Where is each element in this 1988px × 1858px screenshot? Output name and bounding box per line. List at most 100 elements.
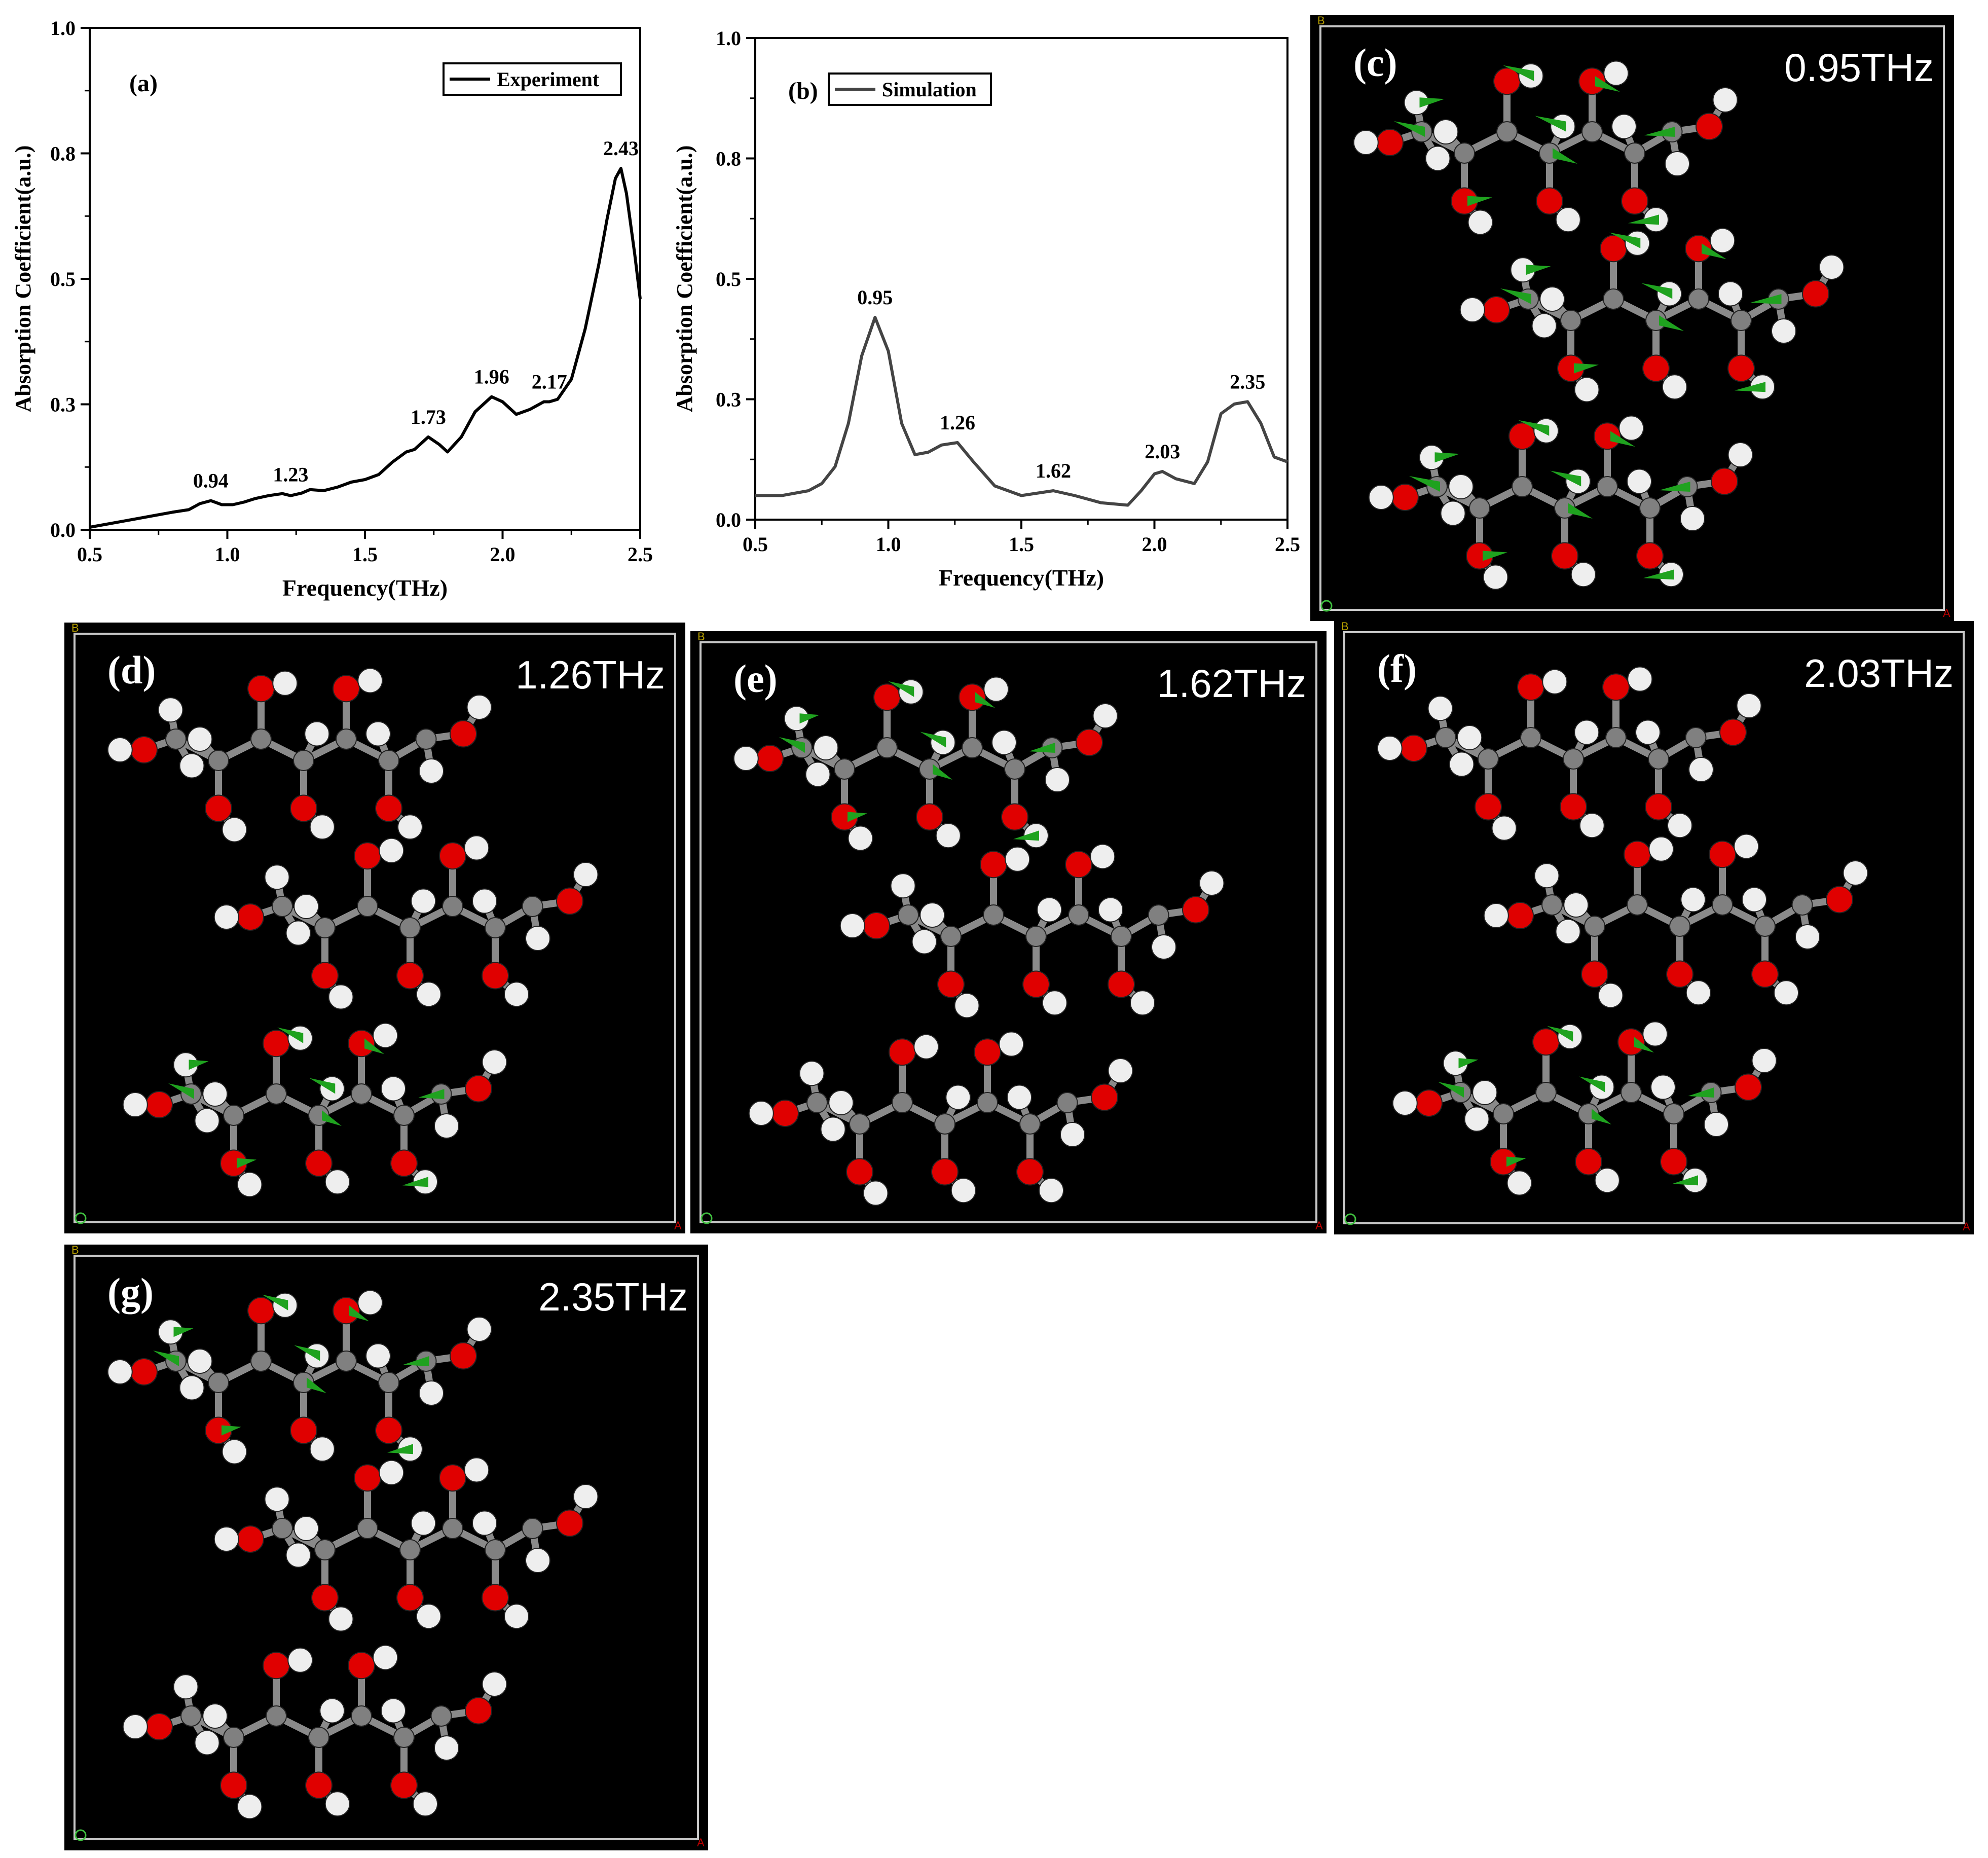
oxygen-atom [1022, 970, 1050, 998]
hydrogen-atom [222, 817, 247, 843]
oxygen-atom [889, 1038, 916, 1066]
hydrogen-atom [1819, 254, 1845, 280]
hydrogen-atom [328, 1606, 354, 1632]
carbon-atom [1584, 916, 1605, 937]
oxygen-atom [1391, 484, 1419, 511]
oxygen-atom [1621, 187, 1648, 215]
molecule-view-c: B A (c) 0.95THz [1317, 15, 1950, 620]
hydrogen-atom [293, 894, 319, 919]
hydrogen-atom [357, 668, 383, 694]
hydrogen-atom [381, 1698, 406, 1724]
oxygen-atom [1560, 793, 1587, 821]
displacement-vector-icon [1609, 232, 1641, 248]
hydrogen-atom [1665, 151, 1690, 176]
oxygen-atom [937, 970, 965, 998]
hydrogen-atom [733, 746, 759, 771]
hydrogen-atom [525, 1548, 550, 1573]
oxygen-atom [1506, 902, 1534, 929]
molecule-view-f: B A (f) 2.03THz [1341, 621, 1970, 1233]
hydrogen-atom [482, 1671, 507, 1697]
oxygen-atom [1727, 354, 1755, 382]
y-tick-label: 1.0 [50, 17, 76, 40]
oxygen-atom [1376, 129, 1404, 156]
hydrogen-atom [237, 1172, 263, 1197]
hydrogen-atom [1353, 130, 1379, 155]
x-tick-label: 1.5 [352, 543, 378, 566]
carbon-atom [834, 758, 855, 780]
panel-label: (d) [107, 648, 156, 692]
displacement-vector-icon [173, 1327, 194, 1337]
carbon-atom [806, 1092, 828, 1113]
carbon-atom [849, 1113, 870, 1135]
carbon-atom [250, 1351, 272, 1372]
panel-frame [1343, 631, 1965, 1224]
hydrogen-atom [863, 1180, 889, 1206]
displacement-vector-icon [1688, 1087, 1714, 1098]
oxygen-atom [290, 1416, 317, 1444]
displacement-vector-icon [1595, 76, 1620, 92]
displacement-vector-icon [1592, 1109, 1611, 1124]
oxygen-atom [465, 1697, 492, 1725]
hydrogen-atom [1005, 846, 1030, 872]
displacement-vector-icon [1434, 452, 1460, 463]
hydrogen-atom [1037, 897, 1062, 923]
oxygen-atom [130, 736, 158, 763]
oxygen-atom [1415, 1089, 1443, 1117]
vibration-panel-e: B A (e) 1.62THz [690, 631, 1327, 1233]
hydrogen-atom [357, 1290, 383, 1316]
displacement-vector-icon [307, 1377, 326, 1393]
hydrogen-atom [1060, 1122, 1085, 1147]
displacement-vector-icon [1610, 431, 1635, 447]
hydrogen-atom [1449, 751, 1475, 777]
hydrogen-atom [187, 726, 213, 752]
hydrogen-atom [1459, 297, 1485, 322]
oxygen-atom [1016, 1158, 1044, 1186]
hydrogen-atom [194, 1730, 220, 1756]
legend-box [443, 62, 622, 96]
hydrogen-atom [1045, 767, 1070, 792]
oxygen-atom [1532, 1028, 1560, 1056]
hydrogen-atom [464, 1457, 490, 1483]
hydrogen-atom [187, 1349, 213, 1374]
vibration-panel-f: B A (f) 2.03THz [1334, 621, 1974, 1234]
oxygen-atom [237, 1525, 264, 1553]
hydrogen-atom [1199, 870, 1225, 896]
oxygen-atom [145, 1713, 173, 1740]
carbon-atom [1535, 1082, 1557, 1103]
y-tick-label: 0.8 [50, 142, 76, 165]
hydrogen-atom [1685, 980, 1711, 1006]
displacement-vector-icon [1634, 1037, 1654, 1053]
carbon-atom [983, 904, 1004, 926]
panel-frame [73, 1255, 699, 1840]
hydrogen-atom [1680, 506, 1705, 531]
hydrogen-atom [1457, 725, 1483, 750]
carbon-atom [266, 1705, 287, 1727]
displacement-vector-icon [1458, 1058, 1479, 1069]
oxygen-atom [1826, 886, 1853, 914]
carbon-atom [165, 728, 187, 750]
carbon-atom [1754, 916, 1776, 937]
carbon-atom [442, 1518, 463, 1539]
oxygen-atom [980, 851, 1007, 879]
carbon-atom [485, 917, 506, 938]
oxygen-atom [130, 1358, 158, 1386]
carbon-atom [1712, 894, 1733, 916]
carbon-atom [1111, 926, 1132, 947]
peak-label: 2.03 [1145, 440, 1180, 463]
displacement-vector-icon [309, 1078, 336, 1094]
hydrogen-atom [416, 981, 441, 1007]
x-axis-label: Frequency(THz) [282, 575, 448, 601]
oxygen-atom [1642, 354, 1670, 382]
displacement-vector-icon [888, 681, 914, 697]
carbon-atom [1520, 727, 1541, 748]
displacement-vector-icon [779, 737, 805, 753]
oxygen-atom [1624, 841, 1651, 868]
oxygen-atom [220, 1771, 247, 1799]
oxygen-atom [348, 1030, 375, 1058]
hydrogen-atom [1627, 666, 1653, 692]
hydrogen-atom [434, 1735, 459, 1761]
displacement-vector-icon [1547, 1026, 1573, 1042]
hydrogen-atom [213, 904, 239, 930]
oxygen-atom [1001, 803, 1028, 831]
carbon-atom [1004, 758, 1025, 780]
